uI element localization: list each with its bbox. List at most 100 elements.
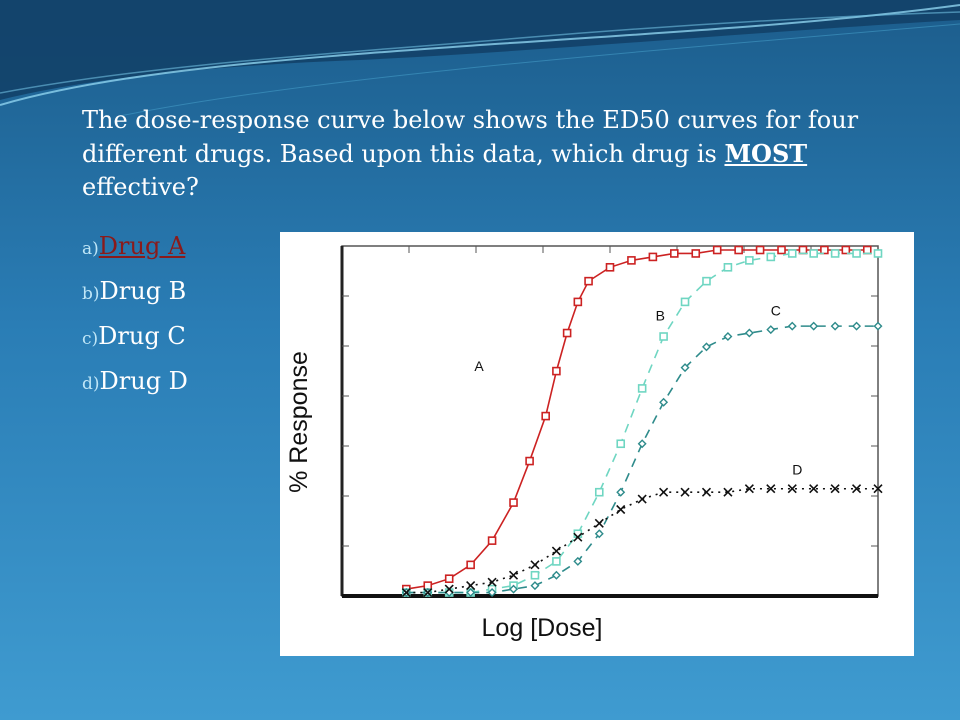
series-c-point xyxy=(744,328,754,338)
answer-b-text: Drug B xyxy=(99,277,187,305)
series-b-point xyxy=(702,276,711,286)
series-a-point xyxy=(841,245,851,255)
series-a-point xyxy=(777,245,786,255)
series-b-label: B xyxy=(656,308,665,324)
answer-d-text: Drug D xyxy=(99,367,188,395)
series-c-point xyxy=(594,529,604,539)
series-d-point xyxy=(809,484,819,494)
series-a-point xyxy=(525,456,534,466)
series-c-point xyxy=(487,588,497,598)
series-a-point xyxy=(691,249,701,258)
series-c-point xyxy=(787,321,797,331)
answer-d-letter: d) xyxy=(82,374,100,394)
question-text: The dose-response curve below shows the … xyxy=(82,104,902,204)
series-b-point xyxy=(852,249,861,258)
y-axis-label: % Response xyxy=(285,351,313,493)
series-c-point xyxy=(551,570,561,580)
series-b-point xyxy=(594,487,604,497)
series-d-label: D xyxy=(792,462,802,478)
series-a-point xyxy=(670,249,679,258)
series-b-point xyxy=(723,262,733,272)
series-a-point xyxy=(712,245,722,255)
answer-a-link[interactable]: Drug A xyxy=(98,232,186,260)
series-d-point xyxy=(530,560,540,570)
series-d-point xyxy=(701,487,712,497)
series-a-label: A xyxy=(474,358,484,374)
series-b-point xyxy=(766,252,776,262)
series-a-point xyxy=(755,245,765,255)
plot-border xyxy=(341,245,879,597)
series-a-point xyxy=(552,366,561,376)
answer-a-letter: a) xyxy=(82,239,99,259)
question-part-1: The dose-response curve below shows the … xyxy=(82,106,859,168)
series-c-point xyxy=(509,584,519,594)
answer-list: a)Drug A b)Drug B c)Drug C d)Drug D xyxy=(82,226,188,406)
series-a-point xyxy=(862,245,872,255)
series-labels: A B C D xyxy=(474,303,802,478)
series-d-point xyxy=(830,484,840,494)
series-a-point xyxy=(444,574,454,584)
series-c-point xyxy=(852,321,862,331)
series-b-point xyxy=(873,249,883,258)
series-b-point xyxy=(809,249,818,258)
series-c-point xyxy=(766,325,776,335)
series-d-point xyxy=(787,484,797,494)
series-d-point xyxy=(723,487,733,497)
series-d-point xyxy=(444,584,454,594)
series-c-point xyxy=(723,332,733,341)
series-c-point xyxy=(701,342,711,352)
answer-b-letter: b) xyxy=(82,284,100,304)
series-a-point xyxy=(509,498,518,507)
series-a-point xyxy=(798,245,808,255)
dose-response-chart: A B C D Log [Dose] % Response xyxy=(280,232,914,656)
series-b-point xyxy=(787,249,797,258)
series-d-point xyxy=(573,532,583,542)
series-c-point xyxy=(680,363,690,373)
answer-c-text: Drug C xyxy=(98,322,186,350)
series-d-point xyxy=(851,484,862,494)
series-a-point xyxy=(487,536,497,545)
decorative-waves xyxy=(0,0,960,117)
series-b-point xyxy=(637,384,647,393)
answer-c-letter: c) xyxy=(82,329,99,349)
series-d-point xyxy=(594,518,604,528)
series-c-point xyxy=(573,556,583,566)
series-a-point xyxy=(541,411,550,421)
series-c-point xyxy=(466,588,476,598)
series-c-point xyxy=(809,321,819,331)
answer-b: b)Drug B xyxy=(82,271,188,316)
series-b-line xyxy=(406,252,878,594)
series-d-point xyxy=(487,577,497,587)
series-a-point xyxy=(648,252,658,262)
series-a-point xyxy=(820,245,829,255)
series-a-line xyxy=(406,249,868,590)
plot-frame xyxy=(340,245,879,598)
series-layer xyxy=(401,245,883,598)
series-d-point xyxy=(508,570,519,580)
series-d-point xyxy=(616,504,626,515)
series-d-point xyxy=(680,487,690,497)
series-c-point xyxy=(530,581,540,591)
series-c-point xyxy=(616,487,626,497)
series-b-point xyxy=(616,439,626,449)
series-b-point xyxy=(680,297,690,307)
question-part-2: effective? xyxy=(82,173,199,201)
series-d-point xyxy=(423,587,433,598)
series-a-point xyxy=(627,256,636,265)
answer-c: c)Drug C xyxy=(82,316,188,361)
series-d-point xyxy=(873,484,883,494)
series-b-point xyxy=(552,557,561,566)
series-d-point xyxy=(401,587,411,598)
series-d-point xyxy=(659,487,669,497)
series-c-point xyxy=(830,321,840,331)
series-d-point xyxy=(744,484,754,494)
series-d-point xyxy=(551,546,561,556)
series-d-line xyxy=(406,487,878,594)
chart-svg: A B C D Log [Dose] % Response xyxy=(285,245,883,642)
answer-d: d)Drug D xyxy=(82,361,188,406)
series-d-point xyxy=(637,494,647,504)
series-c-point xyxy=(873,321,883,331)
series-c-label: C xyxy=(771,303,781,319)
question-emphasis: MOST xyxy=(724,139,808,168)
